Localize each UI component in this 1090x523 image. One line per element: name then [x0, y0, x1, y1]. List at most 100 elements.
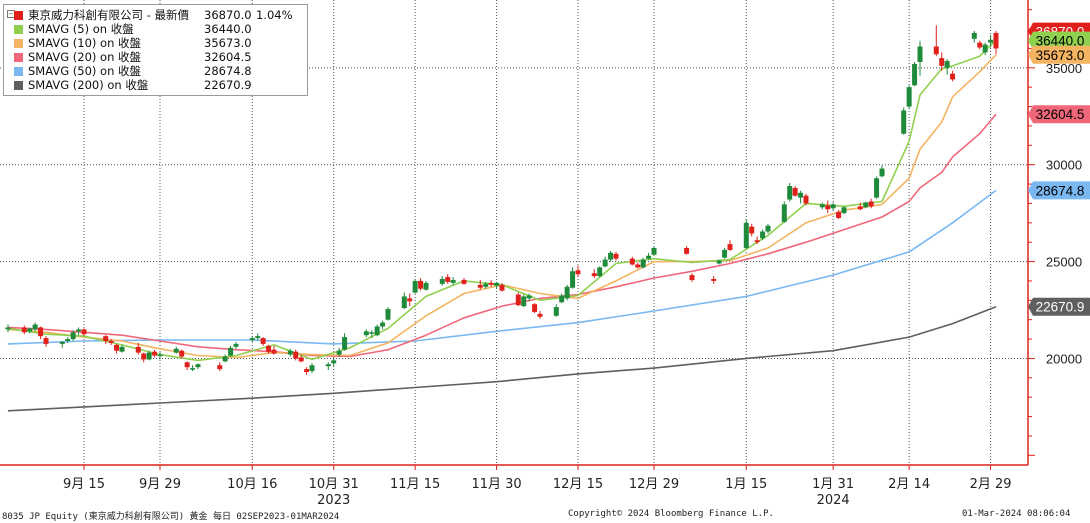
candle-body — [103, 336, 109, 341]
candle-body — [217, 365, 223, 370]
sma-line — [7, 54, 997, 359]
candle-body — [27, 328, 33, 332]
candle-body — [901, 110, 907, 134]
candle-body — [868, 201, 874, 207]
candle-body — [819, 204, 825, 208]
legend-title-change: 1.04% — [256, 8, 293, 22]
candle-body — [336, 350, 342, 355]
candle-body — [711, 279, 717, 281]
candle-body — [70, 332, 76, 340]
legend-swatch — [14, 81, 23, 90]
legend-item-name: SMAVG (10) on 收盤 — [28, 36, 142, 50]
candle-body — [781, 204, 787, 222]
candle-body — [857, 206, 863, 210]
legend-item-value: 32604.5 — [204, 50, 252, 64]
candle-body — [575, 270, 581, 275]
candle-body — [863, 202, 869, 208]
candles — [5, 25, 999, 375]
legend-item: SMAVG (10) on 收盤 35673.0 — [8, 36, 304, 50]
legend-item: SMAVG (5) on 收盤 36440.0 — [8, 22, 304, 36]
price-tag: 32604.5 — [1028, 105, 1090, 124]
candle-body — [76, 329, 82, 332]
x-axis: 9月 15 9月 29 10月 16 10月 31 11月 15 11月 30 12月 15… — [0, 464, 1028, 508]
legend-title-value: 36870.0 — [204, 8, 252, 22]
sma-line — [7, 305, 997, 412]
candle-body — [32, 324, 38, 330]
legend-item-name: SMAVG (20) on 收盤 — [28, 50, 142, 64]
candle-body — [157, 354, 163, 357]
candle-body — [43, 338, 49, 344]
price-tag-bg — [1028, 31, 1090, 50]
candle-body — [879, 168, 885, 177]
candle-body — [59, 341, 65, 344]
x-tick-label: 2月 14 — [888, 477, 930, 492]
candle-body — [342, 337, 348, 350]
candle-body — [841, 207, 847, 214]
candle-body — [684, 248, 690, 254]
sma-line — [7, 189, 997, 345]
legend-swatch — [14, 67, 23, 76]
candle-body — [906, 87, 912, 107]
footer-timestamp: 01-Mar-2024 08:06:04 — [962, 509, 1071, 519]
price-tag-label: 22670.9 — [1036, 300, 1085, 315]
candle-body — [309, 365, 315, 372]
candle-body — [266, 345, 272, 352]
candle-body — [114, 344, 120, 351]
candle-body — [559, 295, 565, 303]
candle-body — [179, 350, 185, 357]
candle-body — [233, 343, 239, 347]
sma-line — [7, 113, 997, 358]
legend-item-name: SMAVG (50) on 收盤 — [28, 64, 142, 78]
candle-body — [494, 282, 500, 286]
candle-body — [570, 271, 576, 288]
candle-body — [119, 346, 125, 352]
legend-title: 東京威力科創有限公司 - 最新價 — [28, 8, 189, 22]
candle-body — [499, 284, 505, 291]
candle-body — [488, 282, 494, 285]
candle-body — [830, 204, 836, 209]
candle-body — [629, 258, 635, 265]
legend-swatch — [14, 53, 23, 62]
price-tag: 22670.9 — [1028, 297, 1090, 316]
legend-swatch — [14, 39, 23, 48]
moving-average-lines — [7, 39, 997, 412]
candle-body — [249, 338, 255, 341]
candle-body — [184, 362, 190, 368]
candle-body — [5, 327, 11, 330]
candle-body — [385, 309, 391, 320]
candle-body — [228, 347, 234, 356]
sma-line — [7, 39, 997, 362]
candle-body — [135, 346, 141, 353]
candle-body — [293, 351, 299, 359]
legend-item-value: 35673.0 — [204, 36, 252, 50]
candle-body — [298, 357, 304, 362]
candle-body — [912, 63, 918, 86]
candle-body — [689, 275, 695, 280]
candle-body — [81, 329, 87, 335]
legend-item-name: SMAVG (200) on 收盤 — [28, 78, 149, 92]
candle-body — [407, 298, 413, 302]
legend-item-value: 22670.9 — [204, 78, 252, 92]
candle-body — [722, 249, 728, 258]
candle-body — [982, 44, 988, 53]
legend-title-row: − 東京威力科創有限公司 - 最新價 36870.0 1.04% — [7, 8, 304, 22]
y-tick-label: 30000 — [1046, 158, 1082, 173]
legend-item: SMAVG (20) on 收盤 32604.5 — [8, 50, 304, 64]
candle-body — [483, 283, 489, 287]
candle-body — [195, 364, 201, 368]
candle-body — [304, 369, 310, 372]
candle-body — [412, 280, 418, 293]
candle-body — [608, 252, 614, 260]
candle-body — [798, 192, 804, 198]
price-tag-bg — [1028, 297, 1090, 316]
footer-copyright: Copyright© 2024 Bloomberg Finance L.P. — [568, 509, 774, 519]
legend-item: SMAVG (200) on 收盤 22670.9 — [8, 78, 304, 92]
y-tick-label: 20000 — [1046, 351, 1082, 366]
candle-body — [743, 222, 749, 248]
candle-body — [553, 307, 559, 316]
y-axis: 20000 25000 30000 35000 — [1027, 0, 1082, 465]
x-tick-label: 11月 15 — [390, 477, 440, 492]
legend-item-value: 28674.8 — [204, 64, 252, 78]
x-tick-label: 12月 29 — [629, 477, 679, 492]
